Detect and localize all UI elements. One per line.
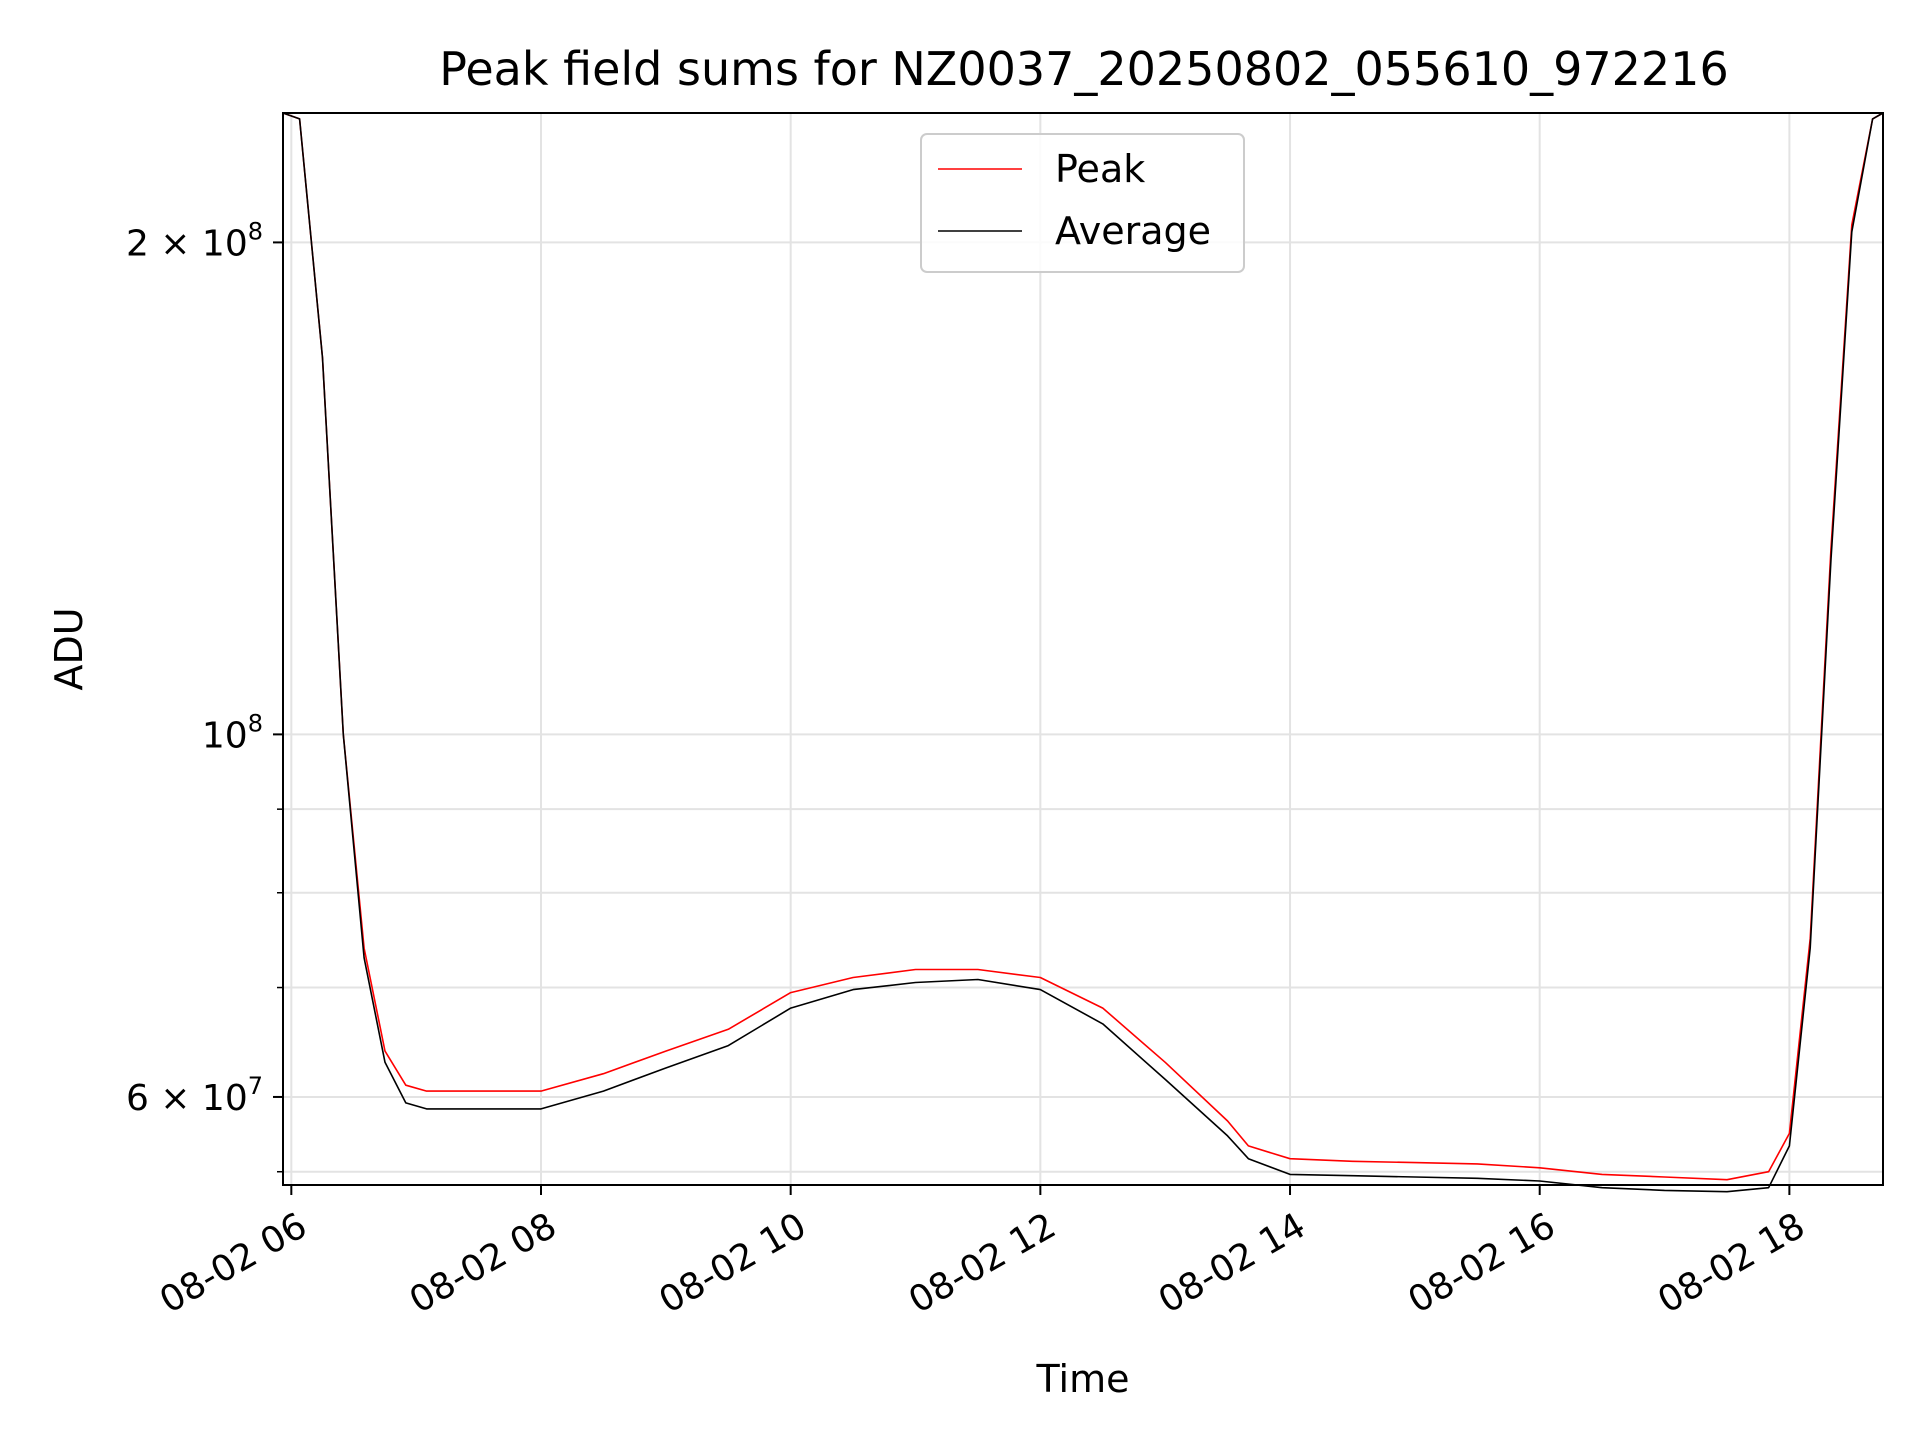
legend-label-average: Average	[1055, 209, 1211, 253]
y-tick-label: 6 × 107	[126, 1072, 263, 1119]
chart-title: Peak field sums for NZ0037_20250802_0556…	[439, 42, 1728, 96]
grid	[283, 113, 1883, 1185]
y-axis: 2 × 108 108 6 × 107	[126, 217, 283, 1173]
y-tick-label: 108	[202, 709, 263, 756]
plot-frame	[282, 112, 1884, 1186]
y-tick-label: 2 × 108	[126, 217, 263, 264]
series-line-average	[282, 112, 1884, 1193]
series-line-peak	[282, 112, 1884, 1181]
series-layer	[282, 112, 1884, 1193]
legend-label-peak: Peak	[1055, 147, 1145, 191]
x-axis-label: Time	[1036, 1357, 1130, 1401]
y-axis-label: ADU	[47, 607, 91, 690]
legend: Peak Average	[920, 133, 1245, 273]
